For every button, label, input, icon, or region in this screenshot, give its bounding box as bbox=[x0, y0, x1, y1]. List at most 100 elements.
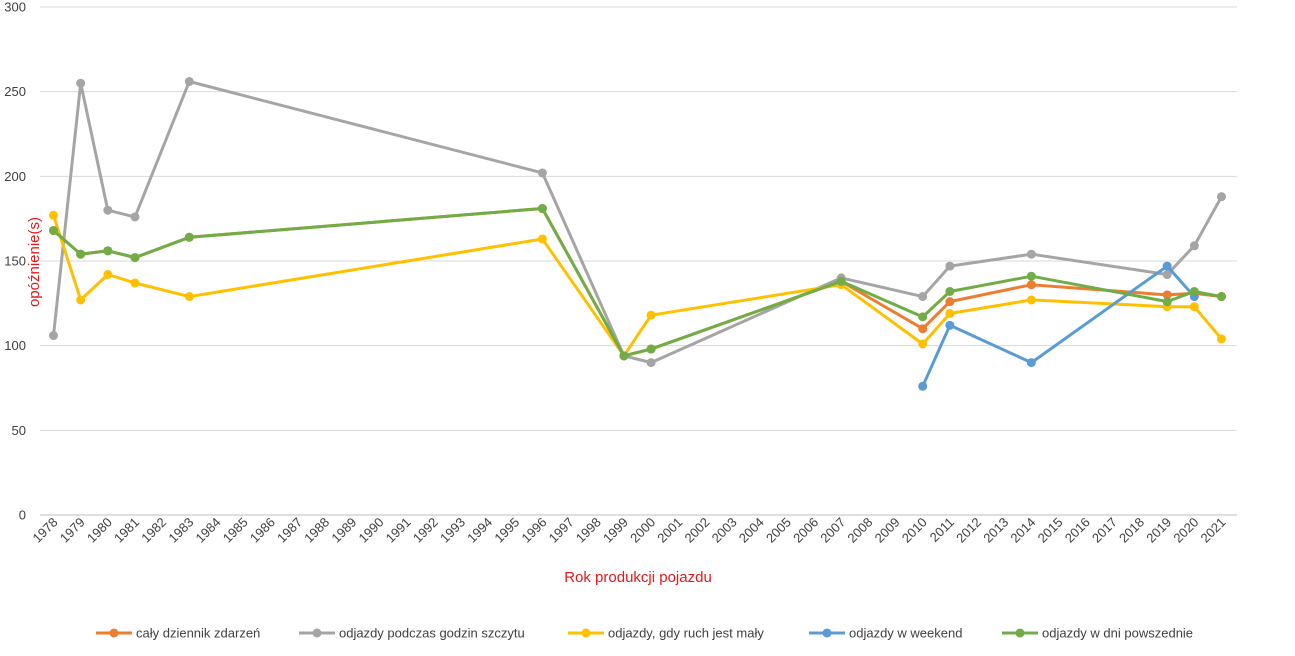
x-tick-label: 1998 bbox=[573, 515, 604, 546]
x-axis-ticks: 1978197919801981198219831984198519861987… bbox=[30, 515, 1229, 546]
data-point bbox=[945, 320, 955, 330]
x-tick-label: 2001 bbox=[654, 515, 685, 546]
data-point bbox=[1162, 290, 1172, 300]
data-point bbox=[1217, 334, 1226, 344]
data-point bbox=[918, 324, 928, 334]
y-tick-label: 100 bbox=[4, 338, 26, 353]
x-tick-label: 1978 bbox=[30, 515, 61, 546]
series-0 bbox=[49, 77, 1226, 368]
legend-item: odjazdy, gdy ruch jest mały bbox=[568, 626, 764, 641]
y-tick-label: 300 bbox=[4, 0, 26, 15]
x-tick-label: 1996 bbox=[518, 515, 549, 546]
data-point bbox=[945, 297, 955, 307]
legend-label: odjazdy, gdy ruch jest mały bbox=[608, 626, 764, 641]
data-point bbox=[1217, 292, 1226, 302]
data-point bbox=[918, 339, 928, 349]
legend-item: odjazdy podczas godzin szczytu bbox=[299, 626, 525, 641]
data-point bbox=[945, 286, 955, 296]
legend-item: cały dziennik zdarzeń bbox=[96, 626, 260, 641]
data-point bbox=[646, 310, 656, 320]
y-tick-label: 250 bbox=[4, 84, 26, 99]
data-point bbox=[130, 212, 140, 222]
y-tick-label: 200 bbox=[4, 169, 26, 184]
x-tick-label: 1981 bbox=[111, 515, 142, 546]
data-point bbox=[76, 249, 86, 259]
x-axis-title: Rok produkcji pojazdu bbox=[564, 569, 712, 586]
data-point bbox=[619, 351, 629, 361]
data-point bbox=[918, 381, 928, 391]
data-point bbox=[1217, 192, 1226, 202]
data-point bbox=[1026, 295, 1036, 305]
data-point bbox=[1162, 297, 1172, 307]
x-tick-label: 1991 bbox=[383, 515, 414, 546]
x-tick-label: 1989 bbox=[328, 515, 359, 546]
x-tick-label: 2017 bbox=[1089, 515, 1120, 546]
y-axis-title: opóźnienie(s) bbox=[26, 217, 43, 307]
legend: cały dziennik zdarzeń odjazdy podczas god… bbox=[96, 626, 1193, 641]
x-tick-label: 1999 bbox=[600, 515, 631, 546]
x-tick-label: 1984 bbox=[193, 515, 224, 546]
x-tick-label: 2000 bbox=[627, 515, 658, 546]
x-tick-label: 1992 bbox=[410, 515, 441, 546]
x-tick-label: 1993 bbox=[437, 515, 468, 546]
legend-item: odjazdy w weekend bbox=[809, 626, 962, 641]
y-tick-label: 50 bbox=[12, 423, 26, 438]
data-point bbox=[184, 292, 194, 302]
data-point bbox=[103, 270, 113, 280]
data-point bbox=[918, 292, 928, 302]
legend-marker bbox=[581, 628, 591, 638]
x-tick-label: 1979 bbox=[57, 515, 88, 546]
x-tick-label: 1997 bbox=[546, 515, 577, 546]
x-tick-label: 1986 bbox=[247, 515, 278, 546]
data-point bbox=[537, 204, 547, 214]
x-tick-label: 2002 bbox=[681, 515, 712, 546]
x-tick-label: 1985 bbox=[220, 515, 251, 546]
x-tick-label: 2008 bbox=[844, 515, 875, 546]
x-tick-label: 2011 bbox=[927, 515, 957, 545]
x-tick-label: 2006 bbox=[790, 515, 821, 546]
x-tick-label: 2020 bbox=[1170, 515, 1201, 546]
data-point bbox=[1162, 270, 1172, 280]
x-tick-label: 2015 bbox=[1035, 515, 1066, 546]
x-tick-label: 2018 bbox=[1116, 515, 1147, 546]
x-tick-label: 2010 bbox=[899, 515, 930, 546]
x-tick-label: 2019 bbox=[1143, 515, 1174, 546]
data-point bbox=[49, 226, 58, 236]
y-tick-label: 150 bbox=[4, 254, 26, 269]
x-tick-label: 2005 bbox=[763, 515, 794, 546]
data-point bbox=[537, 168, 547, 178]
x-tick-label: 2014 bbox=[1007, 515, 1038, 546]
x-tick-label: 2012 bbox=[953, 515, 984, 546]
data-point bbox=[945, 308, 955, 318]
data-point bbox=[537, 234, 547, 244]
x-tick-label: 1983 bbox=[165, 515, 196, 546]
data-point bbox=[918, 312, 928, 322]
data-point bbox=[76, 78, 86, 88]
data-point bbox=[103, 246, 113, 256]
legend-label: odjazdy podczas godzin szczytu bbox=[339, 626, 525, 641]
data-point bbox=[1162, 261, 1172, 271]
x-tick-label: 2021 bbox=[1198, 515, 1229, 546]
x-tick-label: 2007 bbox=[817, 515, 848, 546]
data-point bbox=[130, 278, 140, 288]
data-point bbox=[76, 295, 86, 305]
data-point bbox=[1026, 249, 1036, 259]
legend-item: odjazdy w dni powszednie bbox=[1002, 626, 1193, 641]
legend-marker bbox=[1015, 628, 1025, 638]
data-point bbox=[836, 276, 846, 286]
legend-marker bbox=[822, 628, 832, 638]
grid-lines bbox=[40, 6, 1237, 516]
x-tick-label: 2004 bbox=[736, 515, 767, 546]
data-point bbox=[184, 77, 194, 87]
x-tick-label: 1995 bbox=[491, 515, 522, 546]
data-point bbox=[646, 358, 656, 368]
x-tick-label: 1980 bbox=[84, 515, 115, 546]
legend-label: odjazdy w dni powszednie bbox=[1042, 626, 1193, 641]
x-tick-label: 1994 bbox=[464, 515, 495, 546]
legend-marker bbox=[109, 628, 119, 638]
data-point bbox=[945, 261, 955, 271]
data-point bbox=[103, 205, 113, 215]
x-tick-label: 1988 bbox=[301, 515, 332, 546]
series-line bbox=[52, 80, 1223, 365]
